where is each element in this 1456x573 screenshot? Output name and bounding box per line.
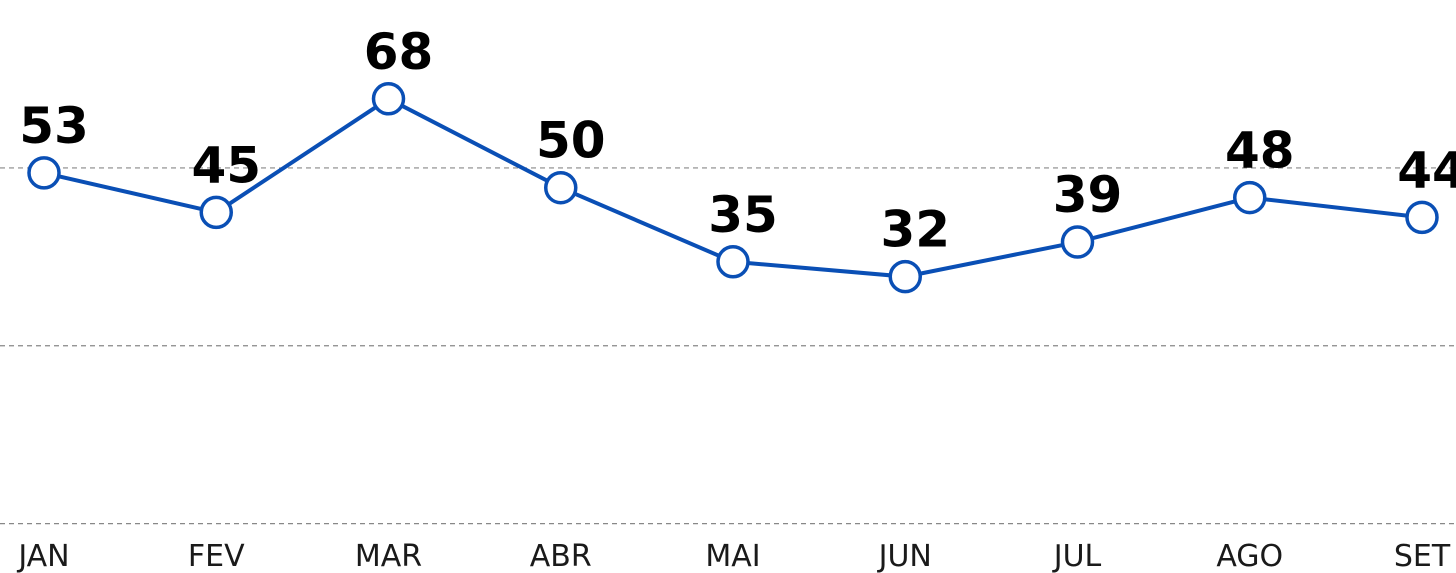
x-tick-label: JUL <box>1052 539 1102 573</box>
x-tick-label: FEV <box>188 539 245 573</box>
value-label: 53 <box>19 97 89 155</box>
x-tick-label: JAN <box>16 539 69 573</box>
value-label: 35 <box>708 186 778 244</box>
point <box>27 156 61 190</box>
point <box>888 259 922 294</box>
point <box>544 170 578 205</box>
value-label: 32 <box>880 201 950 259</box>
point <box>199 195 233 230</box>
value-label: 45 <box>191 136 261 194</box>
x-tick-label: MAR <box>355 539 422 573</box>
x-tick-label: MAI <box>705 539 760 573</box>
x-tick-label: ABR <box>530 539 592 573</box>
point <box>1233 180 1267 215</box>
value-label: 44 <box>1397 141 1456 199</box>
value-label: 50 <box>536 112 606 170</box>
value-label: 68 <box>364 23 434 81</box>
point <box>716 245 750 279</box>
value-label: 39 <box>1053 166 1123 224</box>
x-tick-label: JUN <box>877 539 932 573</box>
point <box>371 82 406 116</box>
value-label: 48 <box>1225 122 1295 180</box>
x-tick-label: SET <box>1394 539 1451 573</box>
x-tick-label: AGO <box>1216 539 1283 573</box>
point <box>1060 225 1095 259</box>
point <box>1405 200 1439 235</box>
